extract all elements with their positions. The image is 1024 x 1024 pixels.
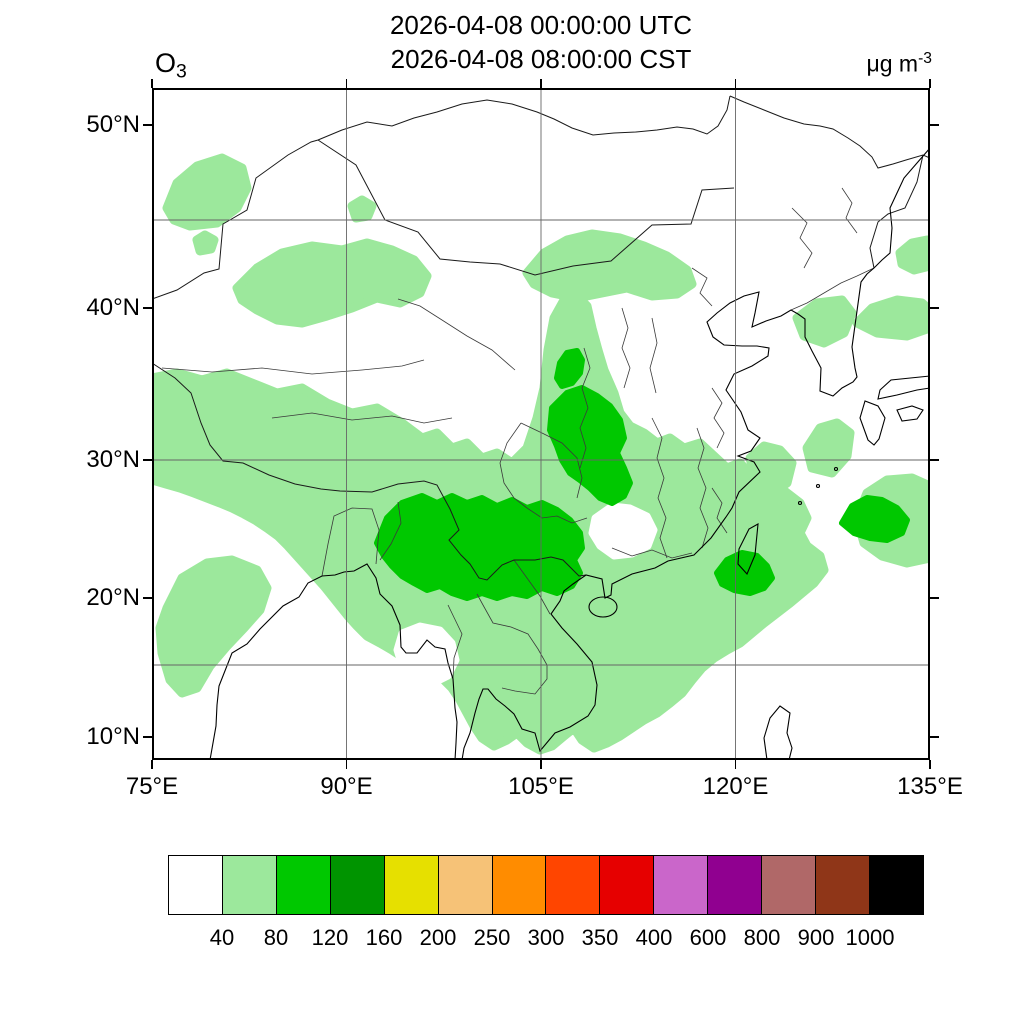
colorbar-tick-label: 600 [689, 925, 727, 950]
colorbar-tick-label: 200 [419, 925, 457, 950]
colorbar-tick-label: 900 [797, 925, 835, 950]
lon-tick-mark-top [540, 79, 542, 88]
lon-tick-mark-top [929, 79, 931, 88]
colorbar-cell-0 [169, 856, 223, 914]
title-local-time: 2026-04-08 08:00:00 CST [390, 44, 692, 74]
lon-tick-mark [151, 760, 153, 769]
lat-tick-label: 50°N [86, 111, 140, 138]
colorbar-tick-label: 300 [527, 925, 565, 950]
lon-tick-mark [540, 760, 542, 769]
lat-tick-mark-right [930, 736, 939, 738]
lon-tick-mark [345, 760, 348, 769]
colorbar-tick-label: 800 [743, 925, 781, 950]
map-frame [152, 88, 930, 760]
lon-tick-label: 75°E [125, 773, 179, 800]
province-borders [161, 187, 875, 695]
colorbar-tick-label: 120 [311, 925, 349, 950]
lat-tick-mark [143, 597, 152, 599]
colorbar [168, 855, 924, 915]
colorbar-tick-label: 400 [635, 925, 673, 950]
colorbar-cell-6 [492, 856, 547, 914]
lon-tick-mark-top [734, 79, 737, 88]
colorbar-tick-label: 1000 [845, 925, 895, 950]
colorbar-cell-13 [869, 856, 923, 914]
fill-holes-below-40 [393, 502, 658, 688]
lat-tick-mark [143, 736, 152, 738]
colorbar-cell-3 [330, 856, 385, 914]
colorbar-tick-label: 80 [263, 925, 289, 950]
lon-tick-mark [929, 760, 931, 769]
lat-tick-mark [143, 459, 152, 461]
lat-tick-label: 10°N [86, 723, 140, 750]
colorbar-cell-4 [384, 856, 439, 914]
colorbar-cell-10 [708, 856, 763, 914]
lon-tick-label: 135°E [897, 773, 963, 800]
species-subscript: 3 [176, 60, 187, 83]
colorbar-cell-1 [222, 856, 277, 914]
lat-tick-label: 40°N [86, 294, 140, 321]
colorbar-cell-8 [600, 856, 655, 914]
colorbar-cell-2 [276, 856, 331, 914]
colorbar-tick-label: 160 [365, 925, 403, 950]
country-borders [152, 95, 930, 581]
species-label: O3 [155, 48, 187, 83]
lat-tick-mark [143, 124, 152, 126]
colorbar-cell-12 [816, 856, 870, 914]
lat-tick-mark-right [930, 597, 939, 599]
coastlines [209, 147, 930, 760]
species-base: O [155, 48, 177, 78]
colorbar-cell-5 [438, 856, 493, 914]
colorbar-tick-label: 250 [473, 925, 511, 950]
concentration-map [152, 88, 930, 760]
title-utc-time: 2026-04-08 00:00:00 UTC [389, 10, 693, 40]
map-gridlines [152, 88, 930, 760]
lat-tick-mark-right [930, 459, 939, 461]
lat-tick-mark [143, 307, 152, 309]
lon-tick-label: 120°E [702, 773, 769, 800]
colorbar-tick-label: 40 [209, 925, 235, 950]
lat-tick-label: 20°N [86, 584, 140, 611]
lon-tick-mark-top [151, 79, 153, 88]
lat-tick-label: 30°N [86, 446, 140, 473]
lon-tick-label: 105°E [508, 773, 574, 800]
colorbar-cell-7 [546, 856, 601, 914]
units-superscript: -3 [918, 50, 932, 67]
colorbar-cell-11 [762, 856, 817, 914]
lon-tick-mark [734, 760, 737, 769]
lat-tick-mark-right [930, 124, 939, 126]
colorbar-cell-9 [654, 856, 709, 914]
lon-tick-mark-top [345, 79, 348, 88]
lon-tick-label: 90°E [320, 773, 373, 800]
fill-region-120-160 [374, 348, 910, 601]
units-label: μg m-3 [867, 50, 933, 78]
colorbar-tick-label: 350 [581, 925, 619, 950]
units-base: μg m [866, 50, 919, 77]
lat-tick-mark-right [930, 307, 939, 309]
